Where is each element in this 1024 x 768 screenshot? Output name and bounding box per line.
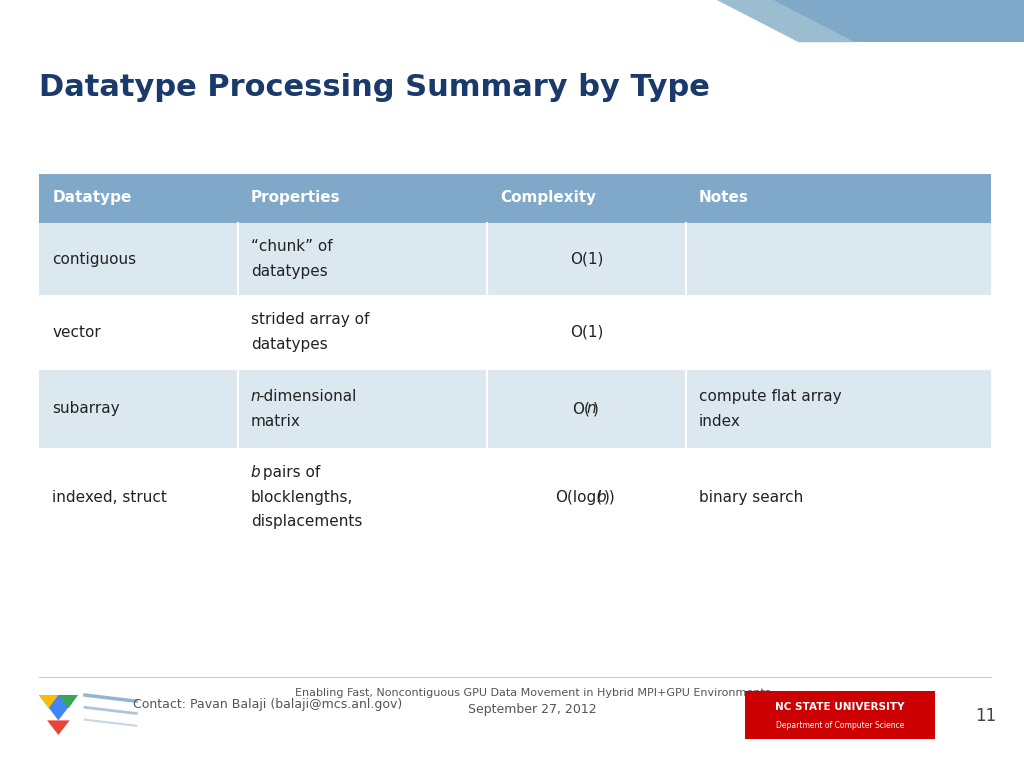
Text: contiguous: contiguous bbox=[52, 252, 136, 266]
Polygon shape bbox=[47, 720, 70, 735]
Text: datatypes: datatypes bbox=[251, 264, 328, 279]
Text: -dimensional: -dimensional bbox=[258, 389, 356, 404]
Text: Contact: Pavan Balaji (balaji@mcs.anl.gov): Contact: Pavan Balaji (balaji@mcs.anl.go… bbox=[133, 698, 402, 710]
Text: “chunk” of: “chunk” of bbox=[251, 240, 333, 254]
Text: displacements: displacements bbox=[251, 515, 362, 529]
Bar bbox=[39, 173, 991, 223]
Text: Datatype: Datatype bbox=[52, 190, 132, 205]
Bar bbox=[39, 223, 991, 296]
Text: O(: O( bbox=[572, 402, 590, 416]
Text: pairs of: pairs of bbox=[258, 465, 321, 480]
Text: indexed, struct: indexed, struct bbox=[52, 490, 167, 505]
Text: vector: vector bbox=[52, 325, 101, 339]
Text: Properties: Properties bbox=[251, 190, 340, 205]
Text: Department of Computer Science: Department of Computer Science bbox=[776, 721, 904, 730]
Text: Enabling Fast, Noncontiguous GPU Data Movement in Hybrid MPI+GPU Environments: Enabling Fast, Noncontiguous GPU Data Mo… bbox=[295, 687, 770, 698]
Bar bbox=[745, 691, 935, 739]
Text: September 27, 2012: September 27, 2012 bbox=[468, 703, 597, 716]
Text: )): )) bbox=[604, 490, 615, 505]
Polygon shape bbox=[39, 695, 78, 720]
Text: Complexity: Complexity bbox=[501, 190, 597, 205]
Text: O(1): O(1) bbox=[569, 325, 603, 339]
Text: datatypes: datatypes bbox=[251, 337, 328, 352]
Polygon shape bbox=[717, 0, 855, 42]
Text: O(1): O(1) bbox=[569, 252, 603, 266]
Text: b: b bbox=[251, 465, 260, 480]
Text: Datatype Processing Summary by Type: Datatype Processing Summary by Type bbox=[39, 73, 710, 102]
Text: NC STATE UNIVERSITY: NC STATE UNIVERSITY bbox=[775, 702, 905, 712]
Text: blocklengths,: blocklengths, bbox=[251, 490, 353, 505]
Bar bbox=[39, 369, 991, 449]
Text: binary search: binary search bbox=[699, 490, 803, 505]
Bar bbox=[39, 449, 991, 545]
Bar bbox=[39, 296, 991, 369]
Text: matrix: matrix bbox=[251, 414, 301, 429]
Text: b: b bbox=[597, 490, 606, 505]
Polygon shape bbox=[58, 695, 78, 708]
Text: n: n bbox=[251, 389, 260, 404]
Text: ): ) bbox=[593, 402, 599, 416]
Polygon shape bbox=[39, 695, 58, 708]
Text: n: n bbox=[587, 402, 596, 416]
Text: index: index bbox=[699, 414, 740, 429]
Text: strided array of: strided array of bbox=[251, 313, 370, 327]
Text: O(log(: O(log( bbox=[555, 490, 602, 505]
Text: subarray: subarray bbox=[52, 402, 120, 416]
Text: compute flat array: compute flat array bbox=[699, 389, 842, 404]
Text: 11: 11 bbox=[976, 707, 996, 725]
Text: Notes: Notes bbox=[699, 190, 749, 205]
Polygon shape bbox=[758, 0, 1024, 42]
